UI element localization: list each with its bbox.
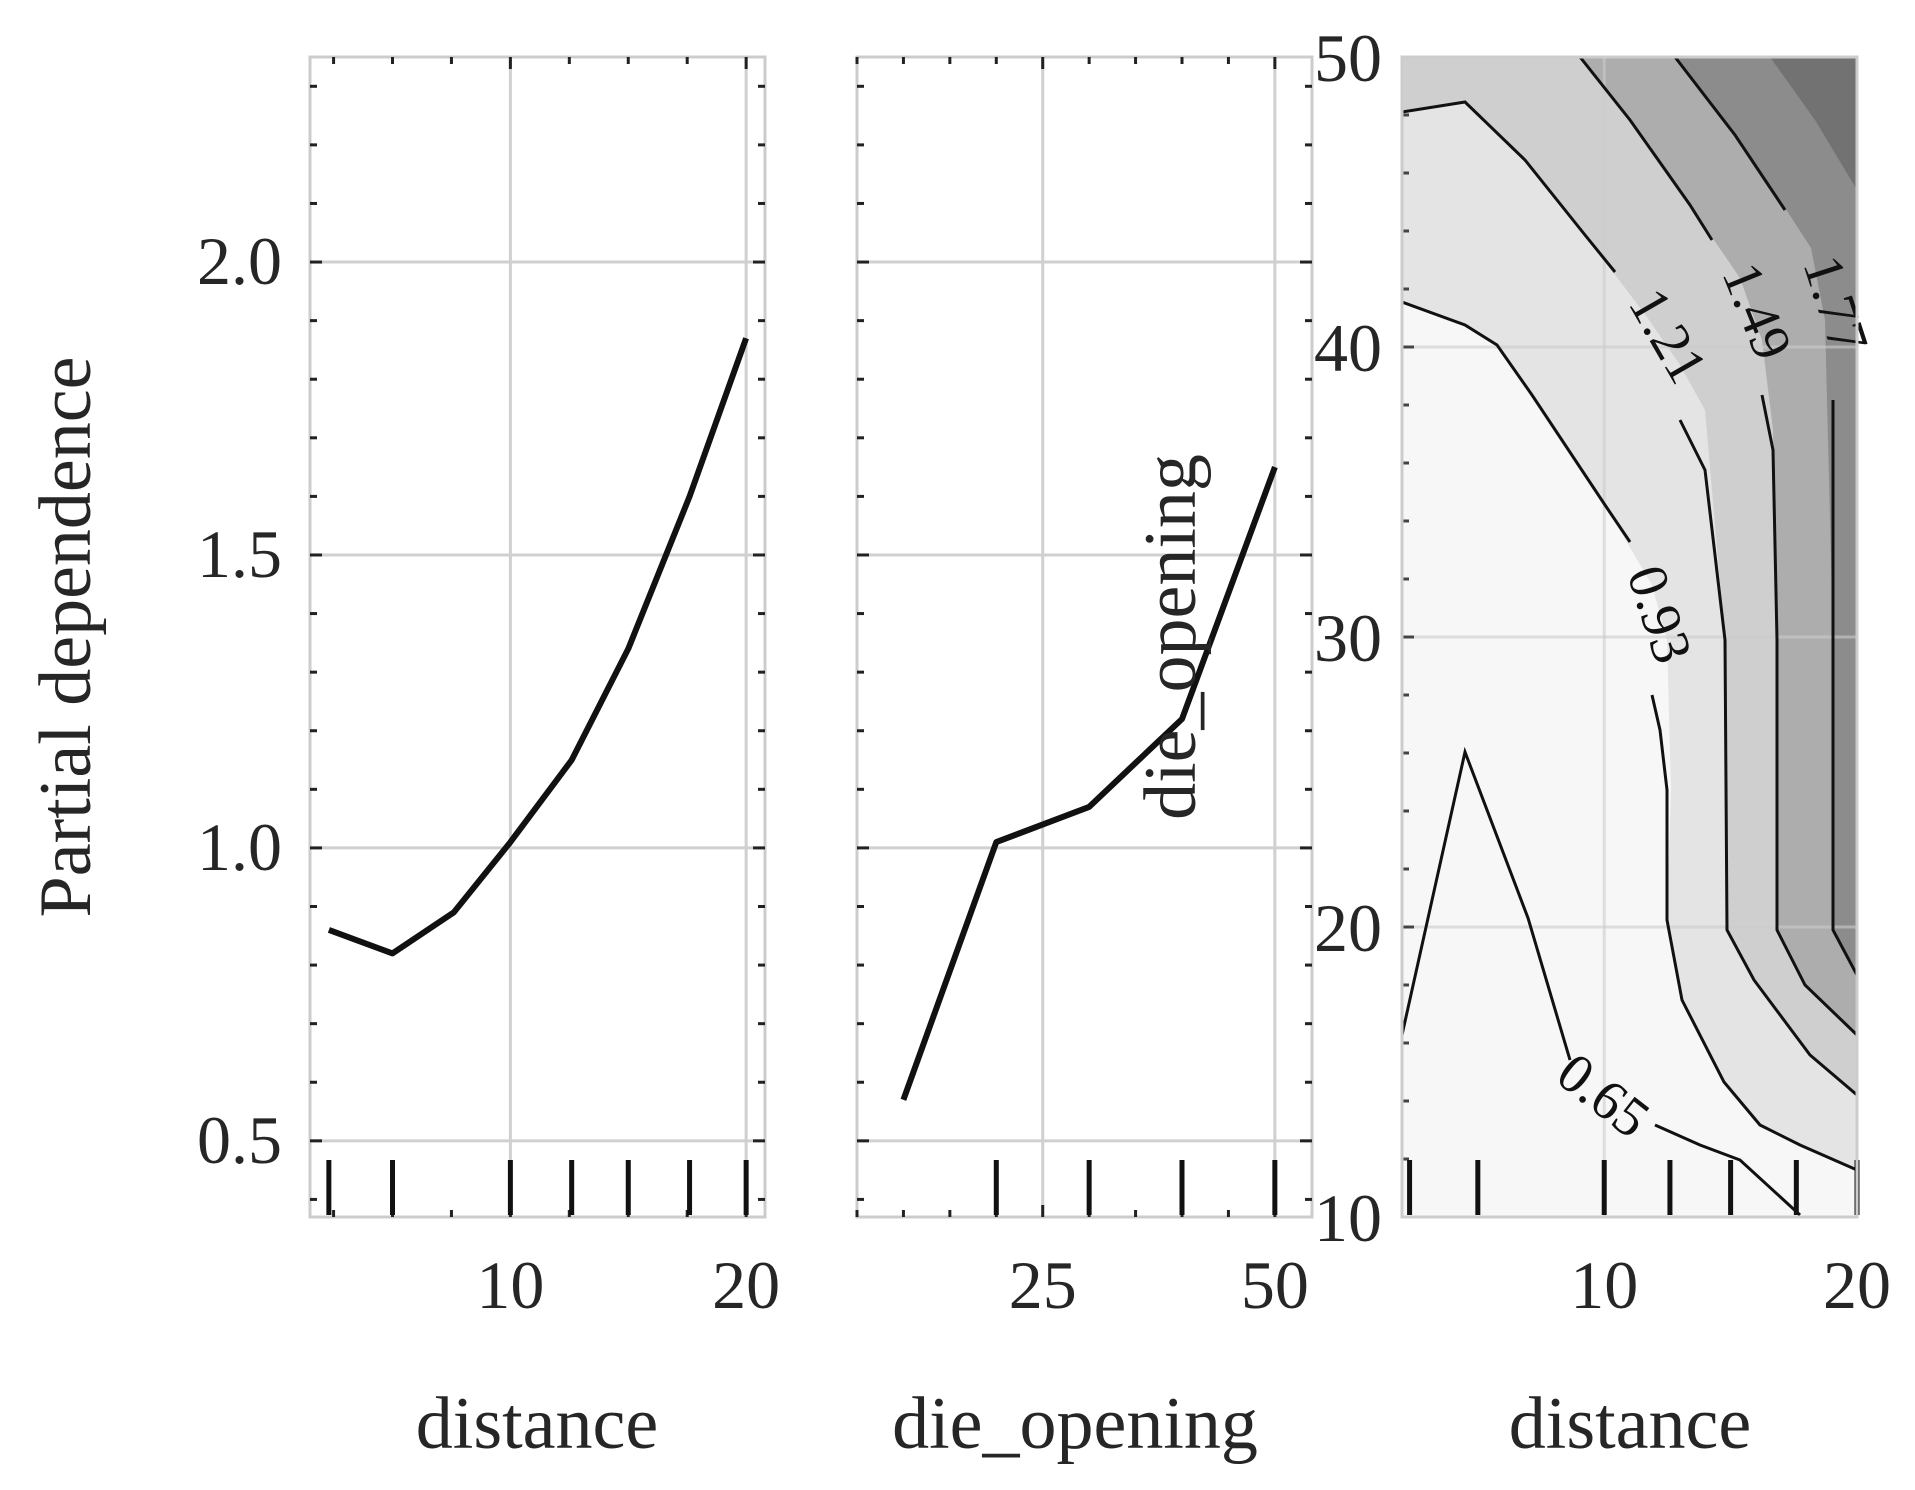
contour-fill-5 bbox=[1770, 57, 1857, 190]
tick-labels-die-opening: 25 50 bbox=[1009, 1247, 1309, 1323]
contour-fill-3 bbox=[1580, 57, 1857, 1035]
pd-line-distance bbox=[327, 337, 749, 957]
rug-distance bbox=[326, 1160, 749, 1215]
y-tick-label: 20 bbox=[1314, 890, 1382, 966]
grid-distance bbox=[310, 57, 765, 1217]
x-tick-label: 50 bbox=[1241, 1247, 1309, 1323]
y-tick-label: 1.5 bbox=[197, 516, 282, 592]
tick-labels-distance: 10 20 0.5 1.0 1.5 2.0 bbox=[197, 223, 780, 1323]
x-tick-label: 20 bbox=[712, 1247, 780, 1323]
x-axis-title-die-opening: die_opening bbox=[892, 1383, 1258, 1465]
y-tick-label: 2.0 bbox=[197, 223, 282, 299]
panel-contour: 0.65 0.93 1.21 1.49 1.77 10 201020304050 … bbox=[1130, 20, 1891, 1465]
y-tick-label: 30 bbox=[1314, 600, 1382, 676]
plot-area-distance bbox=[308, 55, 767, 1219]
x-tick-label: 25 bbox=[1009, 1247, 1077, 1323]
panel-distance: 10 20 0.5 1.0 1.5 2.0 distance Partial depend… bbox=[25, 55, 780, 1465]
contour-line-0.93 bbox=[1402, 300, 1632, 543]
y-axis-title-die-opening: die_opening bbox=[1130, 454, 1212, 820]
contour-line-0.65 bbox=[1402, 746, 1572, 1061]
y-tick-label: 10 bbox=[1314, 1180, 1382, 1256]
contour-line-0.65-tail bbox=[1654, 1123, 1802, 1217]
y-tick-label: 0.5 bbox=[197, 1102, 282, 1178]
x-tick-label: 10 bbox=[1570, 1247, 1638, 1323]
x-tick-label: 20 bbox=[1823, 1247, 1891, 1323]
x-axis-title-distance: distance bbox=[416, 1383, 658, 1465]
x-axis-title-contour-distance: distance bbox=[1509, 1383, 1751, 1465]
contour-line-1.21-b bbox=[1678, 419, 1857, 1097]
plot-area-contour bbox=[1400, 55, 1859, 1219]
contour-line-1.21 bbox=[1402, 100, 1617, 273]
grid-die-opening bbox=[857, 57, 1312, 1217]
tick-labels-contour: 10 20 10 20 30 40 50 bbox=[1314, 20, 1891, 1323]
ticks-die-opening bbox=[855, 57, 1312, 1217]
y-axis-title-partial-dependence: Partial dependence bbox=[25, 357, 107, 918]
y-tick-label: 50 bbox=[1314, 20, 1382, 96]
contour-line-1.77 bbox=[1673, 57, 1787, 211]
panel-die-opening: 25 50 die_opening bbox=[855, 55, 1314, 1465]
contour-line-1.49-b bbox=[1760, 394, 1857, 1037]
contour-line-0.93-b bbox=[1650, 694, 1857, 1172]
pd-line-die-opening bbox=[900, 466, 1278, 1101]
contour-line-1.49 bbox=[1578, 57, 1714, 241]
contour-line-1.77-b bbox=[1831, 400, 1857, 976]
contour-fill-2 bbox=[1402, 57, 1857, 1095]
contour-lines bbox=[1402, 57, 1857, 1217]
rug-die-opening bbox=[993, 1160, 1278, 1215]
ticks-distance bbox=[310, 57, 765, 1217]
y-tick-label: 40 bbox=[1314, 310, 1382, 386]
x-tick-label: 10 bbox=[476, 1247, 544, 1323]
y-tick-label: 1.0 bbox=[197, 809, 282, 885]
